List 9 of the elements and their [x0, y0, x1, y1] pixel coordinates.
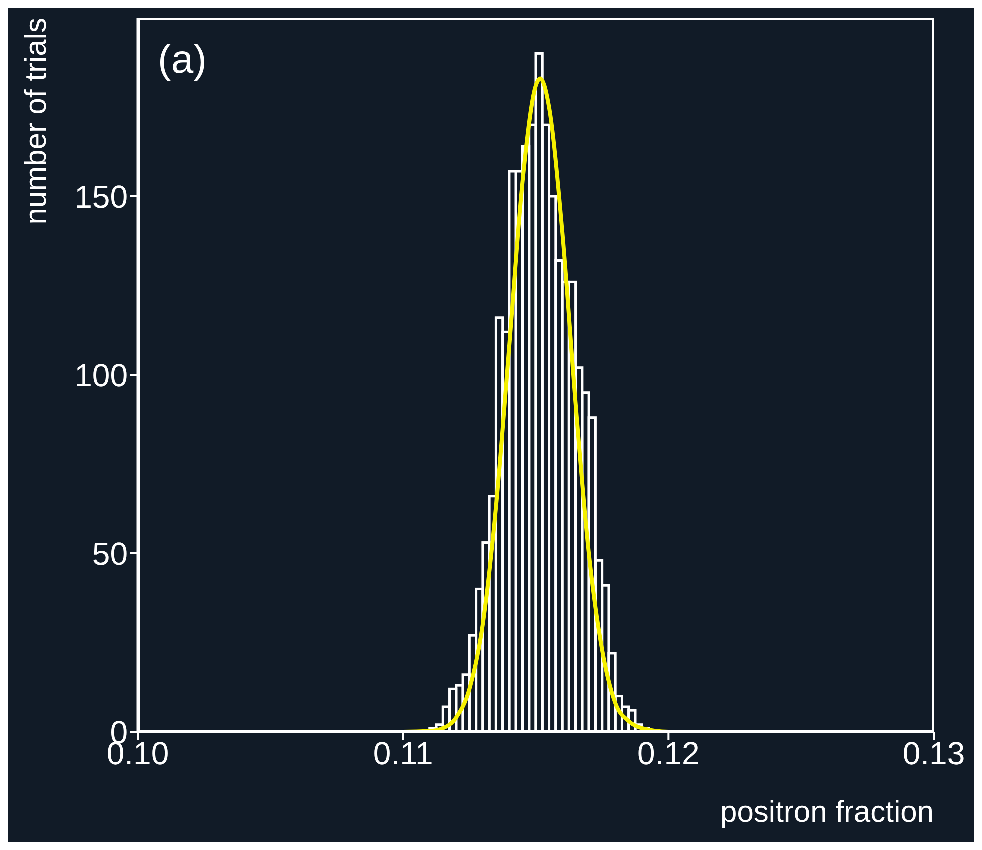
x-axis-title: positron fraction [720, 796, 934, 829]
y-tick-label: 50 [92, 536, 128, 572]
x-tick-label: 0.12 [638, 736, 700, 772]
x-tick-label: 0.13 [902, 736, 966, 772]
x-tick-label: 0.11 [373, 736, 434, 772]
y-tick-label: 100 [74, 357, 128, 394]
y-axis-title: number of trials [20, 18, 53, 225]
annotation: (a) [158, 38, 207, 83]
y-tick-label: 150 [74, 178, 128, 215]
